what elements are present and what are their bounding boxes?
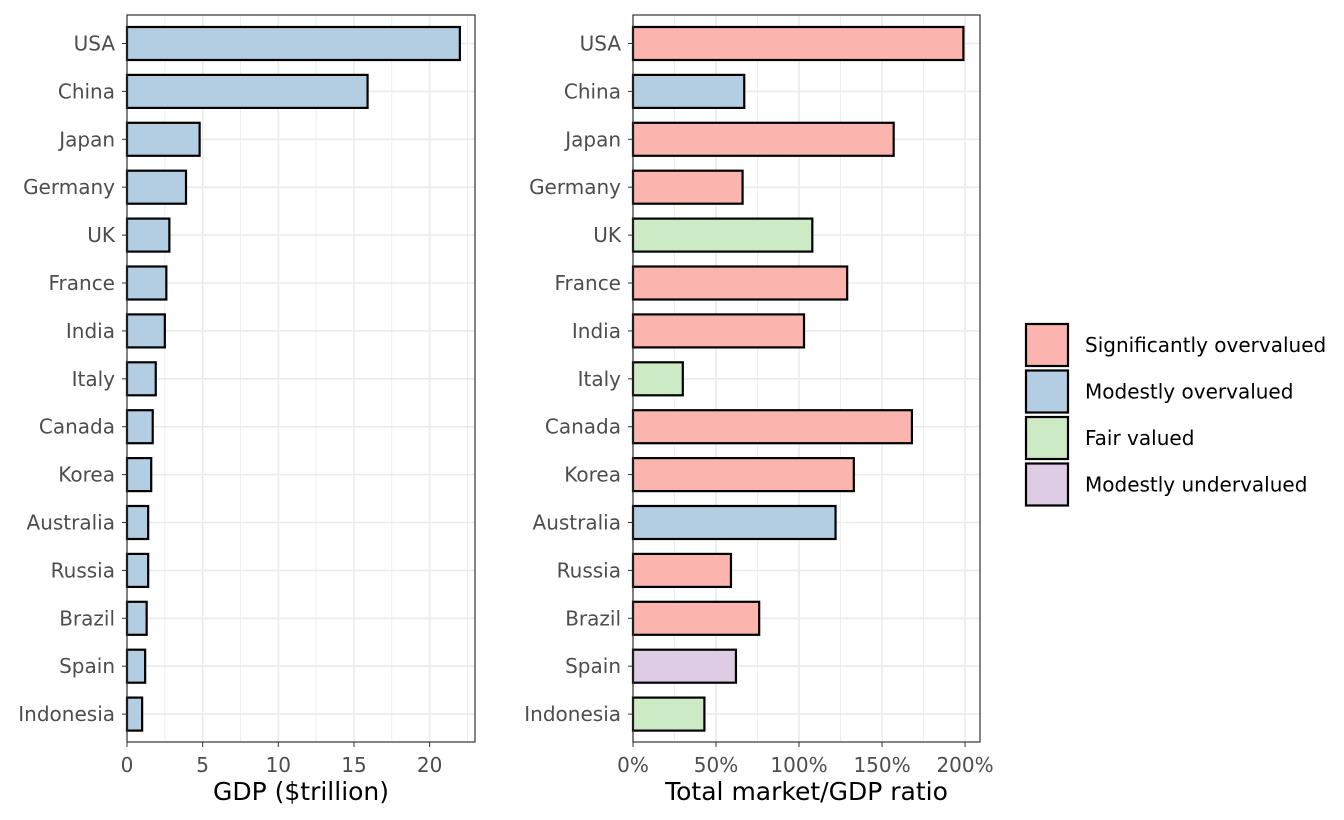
gdp-category-label: Italy xyxy=(72,367,116,391)
gdp-bar-spain xyxy=(125,648,147,684)
gdp-category-label: Canada xyxy=(39,415,115,439)
ratio-category-label: China xyxy=(564,79,621,103)
gdp-panel: USA China Japan Germany UK France India Italy Ca… xyxy=(18,14,476,806)
ratio-bar-germany xyxy=(631,169,744,205)
gdp-category-label: Japan xyxy=(57,127,115,151)
ratio-bar-russia xyxy=(631,552,733,589)
gdp-category-label: Korea xyxy=(58,463,115,487)
legend-label: Modestly overvalued xyxy=(1085,380,1293,404)
gdp-category-label: USA xyxy=(74,32,116,56)
ratio-category-label: France xyxy=(554,271,621,295)
ratio-bar-spain xyxy=(631,648,738,684)
gdp-bar-russia xyxy=(125,552,150,589)
ratio-category-label: Canada xyxy=(545,415,621,439)
ratio-category-label: USA xyxy=(580,32,622,56)
gdp-xtick-label: 5 xyxy=(196,753,209,777)
ratio-category-label: Italy xyxy=(578,367,622,391)
gdp-category-label: Brazil xyxy=(59,606,115,630)
ratio-category-label: Spain xyxy=(565,654,621,678)
legend-label: Significantly overvalued xyxy=(1085,333,1326,357)
ratio-bar-india xyxy=(631,313,806,349)
gdp-bar-france xyxy=(125,265,168,301)
gdp-category-label: Australia xyxy=(27,511,115,535)
gdp-bar-korea xyxy=(125,457,153,493)
gdp-category-label: Russia xyxy=(51,558,115,582)
gdp-bar-india xyxy=(125,313,166,349)
gdp-bar-australia xyxy=(125,504,150,541)
ratio-category-label: Brazil xyxy=(565,606,621,630)
gdp-bar-brazil xyxy=(125,600,148,636)
ratio-axis-title: Total market/GDP ratio xyxy=(664,777,948,806)
gdp-bar-uk xyxy=(125,217,171,253)
legend-swatch xyxy=(1024,369,1070,414)
gdp-category-label: France xyxy=(48,271,115,295)
gdp-bar-italy xyxy=(125,361,157,397)
gdp-bar-japan xyxy=(125,121,201,157)
ratio-bar-usa xyxy=(631,25,965,62)
ratio-bar-canada xyxy=(631,409,914,445)
ratio-category-label: UK xyxy=(593,223,622,247)
gdp-bar-canada xyxy=(125,409,154,445)
gdp-bar-germany xyxy=(125,169,188,205)
legend-label: Fair valued xyxy=(1085,426,1194,450)
legend-label: Modestly undervalued xyxy=(1085,473,1307,497)
ratio-bar-brazil xyxy=(631,600,761,636)
gdp-category-label: Indonesia xyxy=(18,702,115,726)
gdp-xtick-label: 0 xyxy=(121,753,134,777)
ratio-category-label: India xyxy=(572,319,621,343)
ratio-bar-france xyxy=(631,265,849,301)
ratio-category-label: Indonesia xyxy=(524,702,621,726)
legend-swatch xyxy=(1024,415,1070,461)
ratio-xtick-label: 150% xyxy=(853,753,910,777)
gdp-xtick-label: 15 xyxy=(341,753,366,777)
gdp-bar-china xyxy=(125,73,369,110)
ratio-xtick-label: 100% xyxy=(770,753,827,777)
ratio-category-label: Korea xyxy=(564,463,621,487)
ratio-xtick-label: 50% xyxy=(694,753,738,777)
gdp-category-label: Germany xyxy=(23,175,115,199)
ratio-category-label: Australia xyxy=(533,511,621,535)
ratio-category-label: Japan xyxy=(563,127,621,151)
ratio-bar-korea xyxy=(631,457,855,493)
legend: Significantly overvalued Modestly overval… xyxy=(1024,322,1326,507)
gdp-xtick-label: 20 xyxy=(417,753,442,777)
ratio-category-label: Germany xyxy=(529,175,621,199)
ratio-bar-japan xyxy=(631,121,895,157)
ratio-category-label: Russia xyxy=(557,558,621,582)
gdp-category-label: UK xyxy=(87,223,116,247)
ratio-xtick-label: 0% xyxy=(617,753,649,777)
ratio-bar-italy xyxy=(631,361,684,397)
gdp-axis-title: GDP ($trillion) xyxy=(213,777,389,806)
gdp-category-label: Spain xyxy=(59,654,115,678)
ratio-xtick-label: 200% xyxy=(936,753,993,777)
ratio-bar-uk xyxy=(631,217,814,253)
gdp-xtick-label: 10 xyxy=(266,753,291,777)
gdp-category-label: China xyxy=(58,79,115,103)
legend-swatch xyxy=(1024,462,1070,507)
gdp-category-label: India xyxy=(66,319,115,343)
gdp-bar-indonesia xyxy=(125,696,144,732)
ratio-bar-indonesia xyxy=(631,696,706,732)
gdp-bar-usa xyxy=(125,25,461,62)
market-ratio-panel: USA China Japan Germany UK France India Italy Ca… xyxy=(524,14,994,806)
ratio-bar-australia xyxy=(631,504,837,541)
ratio-bar-china xyxy=(631,73,746,110)
legend-swatch xyxy=(1024,322,1070,368)
